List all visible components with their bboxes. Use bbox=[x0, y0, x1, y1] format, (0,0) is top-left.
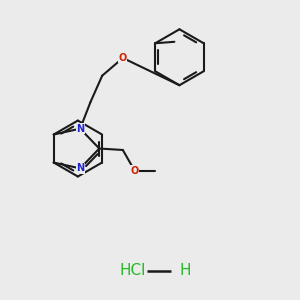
Text: N: N bbox=[76, 124, 84, 134]
Text: HCl: HCl bbox=[119, 263, 146, 278]
Text: O: O bbox=[130, 166, 139, 176]
Text: H: H bbox=[180, 263, 191, 278]
Text: O: O bbox=[119, 53, 127, 63]
Text: N: N bbox=[76, 164, 84, 173]
